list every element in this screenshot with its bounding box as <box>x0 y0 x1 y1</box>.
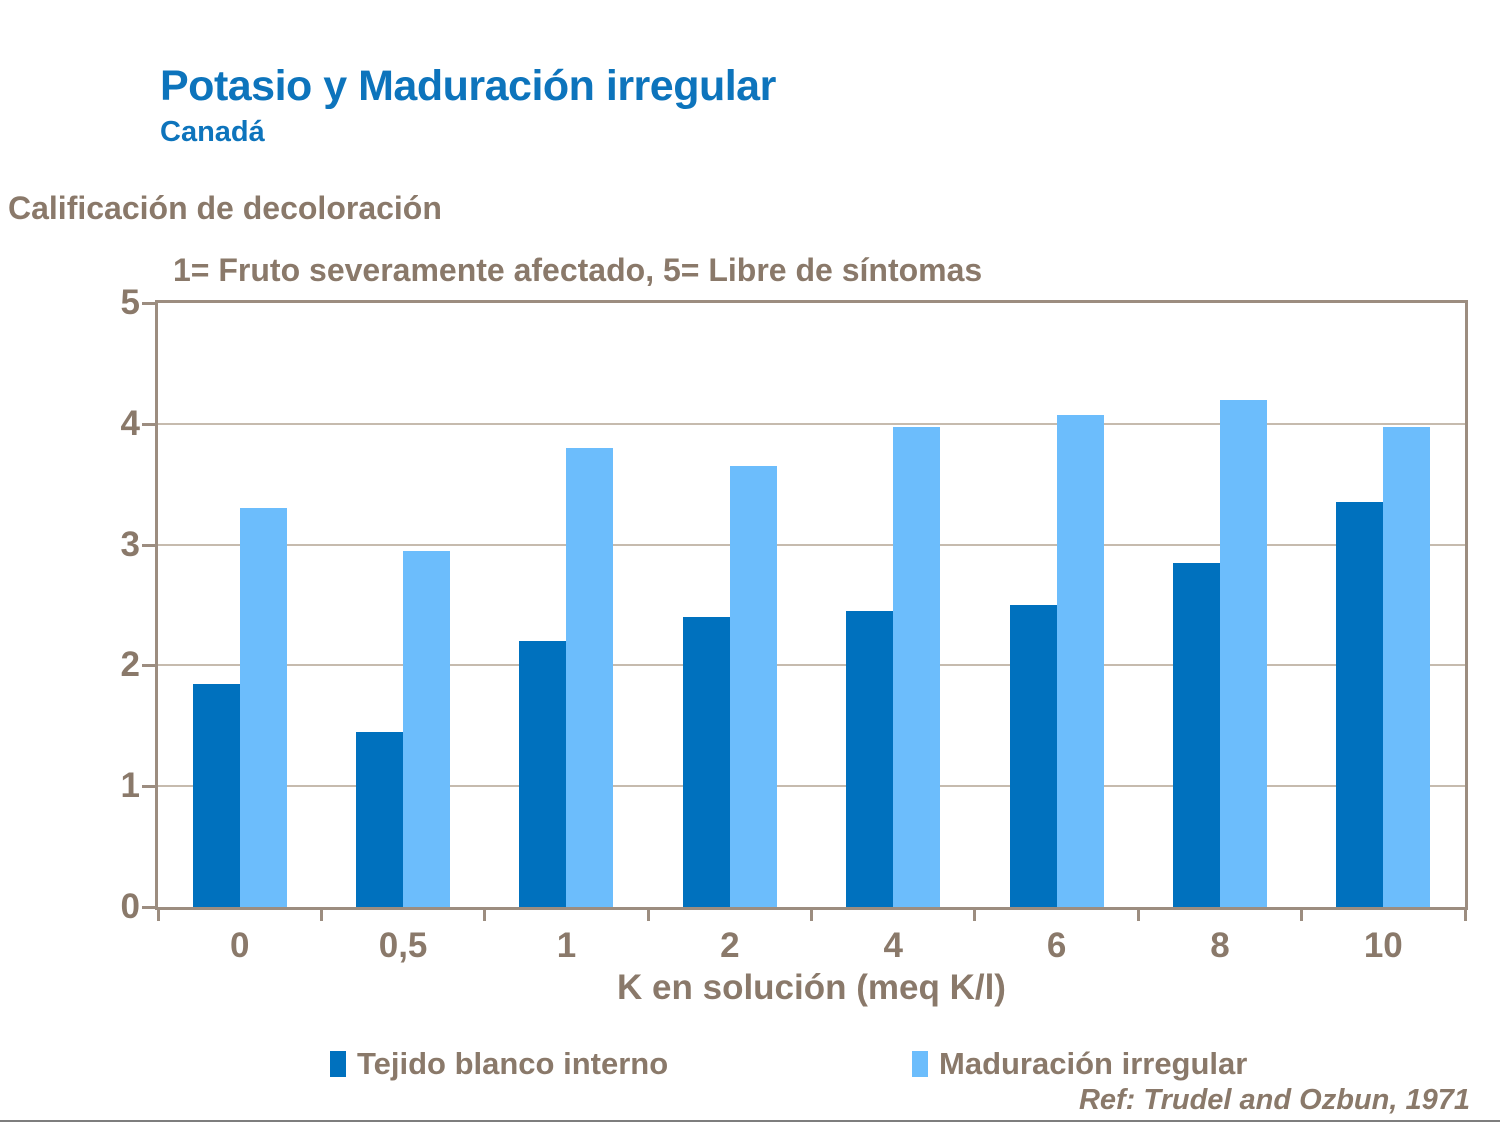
bar-tejido-blanco-interno-1 <box>519 641 567 907</box>
bar-tejido-blanco-interno-8 <box>1172 562 1220 907</box>
y-axis-tick-label: 0 <box>120 887 140 926</box>
scale-note: 1= Fruto severamente afectado, 5= Libre … <box>173 252 983 288</box>
x-axis-tick-mark <box>646 910 650 921</box>
gridline <box>158 664 1465 667</box>
gridline <box>158 543 1465 546</box>
x-axis-tick-label: 10 <box>1363 926 1403 965</box>
legend-swatch-tejido-blanco-interno <box>330 1051 346 1077</box>
x-axis-tick-mark <box>483 910 487 921</box>
x-axis-tick-mark <box>1136 910 1140 921</box>
x-axis-tick-mark <box>156 910 160 921</box>
x-axis-tick-label: 0 <box>229 926 250 965</box>
bar-tejido-blanco-interno-0 <box>192 683 240 907</box>
y-axis-tick-mark <box>142 664 155 668</box>
page-title: Potasio y Maduración irregular <box>160 62 776 110</box>
x-axis-tick-mark <box>1463 910 1467 921</box>
bar-maduración-irregular-0 <box>239 508 287 907</box>
bar-tejido-blanco-interno-4 <box>846 611 894 907</box>
bar-maduración-irregular-10 <box>1383 427 1431 907</box>
x-axis-tick-label: 4 <box>883 926 903 965</box>
y-axis-tick-label: 3 <box>120 524 140 564</box>
bar-tejido-blanco-interno-0,5 <box>356 731 404 907</box>
bar-tejido-blanco-interno-6 <box>1009 605 1057 907</box>
y-axis-tick-label: 1 <box>120 766 140 806</box>
bar-maduración-irregular-4 <box>893 427 941 907</box>
gridline <box>158 785 1465 788</box>
bar-maduración-irregular-1 <box>566 447 614 907</box>
legend-item-maduracion-irregular: Maduración irregular <box>912 1044 1247 1084</box>
bar-tejido-blanco-interno-10 <box>1336 502 1384 907</box>
x-axis-tick-label: 6 <box>1046 926 1067 965</box>
gridline <box>158 422 1465 425</box>
x-axis-tick-mark <box>810 910 813 921</box>
legend-swatch-maduracion-irregular <box>912 1051 928 1077</box>
y-axis-tick-mark <box>142 422 155 426</box>
x-axis-tick-label: 0,5 <box>378 926 428 965</box>
y-axis-tick-mark <box>142 906 155 909</box>
x-axis-tick-label: 8 <box>1210 926 1230 965</box>
y-axis-tick-label: 2 <box>120 645 140 685</box>
reference-citation: Ref: Trudel and Ozbun, 1971 <box>1078 1084 1470 1116</box>
y-axis-tick-mark <box>142 302 155 305</box>
page-subtitle-country: Canadá <box>160 116 265 148</box>
footer-divider-line <box>0 1120 1500 1122</box>
y-axis-tick-mark <box>142 785 155 789</box>
legend-label-maduracion-irregular: Maduración irregular <box>939 1046 1248 1081</box>
x-axis-tick-mark <box>319 910 323 921</box>
x-axis-title: K en solución (meq K/l) <box>617 968 1006 1007</box>
bar-maduración-irregular-2 <box>729 466 777 907</box>
x-axis-tick-label: 2 <box>720 926 740 965</box>
y-axis-tick-label: 5 <box>120 283 140 322</box>
x-axis-tick-mark <box>973 910 977 921</box>
bar-maduración-irregular-6 <box>1056 415 1104 907</box>
y-axis-tick-label: 4 <box>120 403 140 443</box>
chart-plot-area <box>155 300 1468 910</box>
bar-tejido-blanco-interno-2 <box>682 617 730 907</box>
y-axis-caption: Calificación de decoloración <box>8 190 442 226</box>
y-axis-tick-mark <box>142 543 155 547</box>
bar-maduración-irregular-0,5 <box>403 550 451 907</box>
legend-label-tejido-blanco-interno: Tejido blanco interno <box>357 1046 669 1081</box>
legend-item-tejido-blanco-interno: Tejido blanco interno <box>330 1044 668 1084</box>
bar-maduración-irregular-8 <box>1219 399 1267 907</box>
x-axis-tick-mark <box>1300 910 1304 921</box>
x-axis-tick-label: 1 <box>556 926 577 965</box>
